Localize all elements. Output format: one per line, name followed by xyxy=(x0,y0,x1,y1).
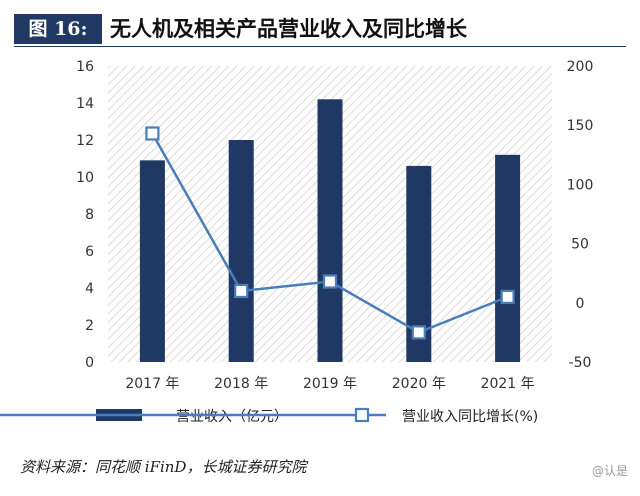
figure-title: 无人机及相关产品营业收入及同比增长 xyxy=(110,17,467,41)
bar-3 xyxy=(317,99,343,363)
legend: 营业收入（亿元） 营业收入同比增长(%) xyxy=(0,407,538,425)
right-axis-tick: 100 xyxy=(567,177,594,193)
left-axis-tick: 14 xyxy=(76,96,94,112)
legend-line-label: 营业收入同比增长(%) xyxy=(402,409,538,425)
legend-line-marker xyxy=(354,407,370,423)
figure-label: 图 16: xyxy=(14,14,102,44)
growth-marker-1 xyxy=(145,126,160,141)
left-axis-tick: 6 xyxy=(85,244,94,260)
x-axis-tick: 2019 年 xyxy=(303,376,357,392)
figure-header: 图 16: 无人机及相关产品营业收入及同比增长 xyxy=(14,12,626,47)
bar-1 xyxy=(139,160,165,362)
watermark: @认是 xyxy=(591,464,628,478)
x-axis-tick: 2017 年 xyxy=(125,376,179,392)
left-axis-tick: 12 xyxy=(76,133,94,149)
x-axis-tick: 2018 年 xyxy=(214,376,268,392)
left-axis-tick: 2 xyxy=(85,318,94,334)
growth-marker-4 xyxy=(411,325,426,340)
growth-marker-5 xyxy=(500,289,515,304)
source-note: 资料来源：同花顺 iFinD，长城证券研究院 xyxy=(20,458,307,476)
x-axis-tick: 2020 年 xyxy=(392,376,446,392)
right-axis-tick: -50 xyxy=(569,355,592,371)
left-axis-tick: 10 xyxy=(76,170,94,186)
left-axis-tick: 16 xyxy=(76,59,94,75)
bar-2 xyxy=(228,140,254,362)
right-axis-tick: 0 xyxy=(576,296,585,312)
right-axis-tick: 150 xyxy=(567,118,594,134)
left-axis-tick: 4 xyxy=(85,281,94,297)
revenue-chart: 0 2 4 6 8 10 12 14 16 -50 0 50 100 150 200 2017 年 2018… xyxy=(0,59,594,425)
growth-marker-3 xyxy=(322,274,338,289)
right-axis-tick: 50 xyxy=(571,237,589,253)
bar-5 xyxy=(495,154,521,362)
growth-marker-2 xyxy=(234,283,249,299)
right-axis-tick: 200 xyxy=(567,59,594,75)
left-axis-tick: 0 xyxy=(85,355,94,371)
left-axis-tick: 8 xyxy=(85,207,94,223)
legend-bar-label: 营业收入（亿元） xyxy=(176,409,288,425)
x-axis-tick: 2021 年 xyxy=(481,376,535,392)
